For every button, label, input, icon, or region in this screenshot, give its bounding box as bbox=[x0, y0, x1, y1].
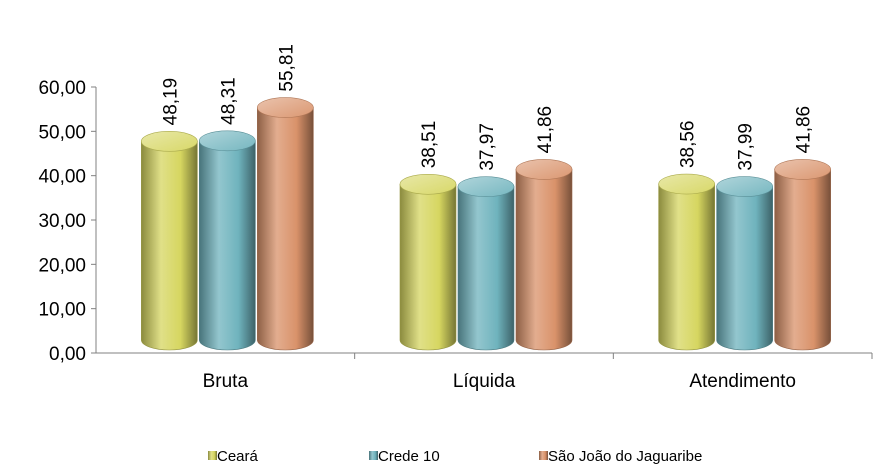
x-category-label: Bruta bbox=[203, 371, 249, 392]
bar-body bbox=[399, 183, 457, 351]
legend-label: Crede 10 bbox=[378, 448, 440, 465]
bar bbox=[399, 173, 457, 351]
data-label: 38,51 bbox=[419, 121, 440, 169]
bar bbox=[141, 131, 198, 351]
bar-top bbox=[774, 159, 831, 180]
bar bbox=[774, 159, 831, 351]
bar bbox=[199, 130, 256, 351]
bar bbox=[658, 173, 715, 351]
bar bbox=[716, 176, 773, 351]
data-label: 41,86 bbox=[794, 106, 815, 154]
bar-body bbox=[257, 107, 314, 351]
y-tick-label: 10,00 bbox=[38, 300, 86, 321]
x-category-label: Líquida bbox=[453, 371, 516, 392]
y-tick-label: 0,00 bbox=[49, 344, 86, 365]
data-label: 37,99 bbox=[736, 123, 757, 171]
bar-body bbox=[774, 169, 831, 351]
legend-swatch bbox=[369, 451, 378, 460]
data-label: 38,56 bbox=[678, 121, 699, 169]
bar bbox=[457, 176, 515, 351]
y-tick-label: 40,00 bbox=[38, 167, 86, 188]
chart-labels: Bruta 48,19 48,31 55,81 Líquida 38,51 37,97 41,… bbox=[160, 44, 814, 392]
bar-top bbox=[141, 131, 198, 152]
chart-axes: 0,00 10,00 20,00 30,00 40,00 50,00 60,00 bbox=[38, 78, 873, 365]
bar bbox=[257, 97, 314, 351]
bar bbox=[515, 159, 573, 351]
bar-top bbox=[457, 176, 515, 197]
bar-top bbox=[515, 159, 573, 180]
y-tick-label: 60,00 bbox=[38, 78, 86, 99]
bar-top bbox=[257, 97, 314, 118]
bar-body bbox=[716, 186, 773, 351]
bar-top bbox=[199, 130, 256, 152]
bar-body bbox=[515, 169, 573, 351]
data-label: 48,31 bbox=[218, 77, 239, 125]
bar-body bbox=[141, 141, 198, 351]
x-category-label: Atendimento bbox=[689, 371, 796, 392]
bar-body bbox=[658, 183, 715, 351]
data-label: 55,81 bbox=[276, 44, 297, 92]
chart-bars bbox=[141, 97, 831, 351]
bar-top bbox=[399, 173, 457, 195]
y-tick-label: 30,00 bbox=[38, 211, 86, 232]
data-label: 37,97 bbox=[477, 123, 498, 171]
data-label: 41,86 bbox=[535, 106, 556, 154]
data-label: 48,19 bbox=[160, 78, 181, 126]
y-tick-label: 50,00 bbox=[38, 122, 86, 143]
y-tick-label: 20,00 bbox=[38, 255, 86, 276]
bar-top bbox=[658, 173, 715, 195]
chart-legend: Ceará Crede 10 São João do Jaguaribe bbox=[208, 448, 702, 465]
legend-label: São João do Jaguaribe bbox=[548, 448, 702, 465]
bar-body bbox=[199, 140, 256, 351]
legend-swatch bbox=[539, 451, 548, 460]
legend-label: Ceará bbox=[217, 448, 259, 465]
bar-body bbox=[457, 186, 515, 351]
bar-top bbox=[716, 176, 773, 197]
legend-swatch bbox=[208, 451, 217, 460]
